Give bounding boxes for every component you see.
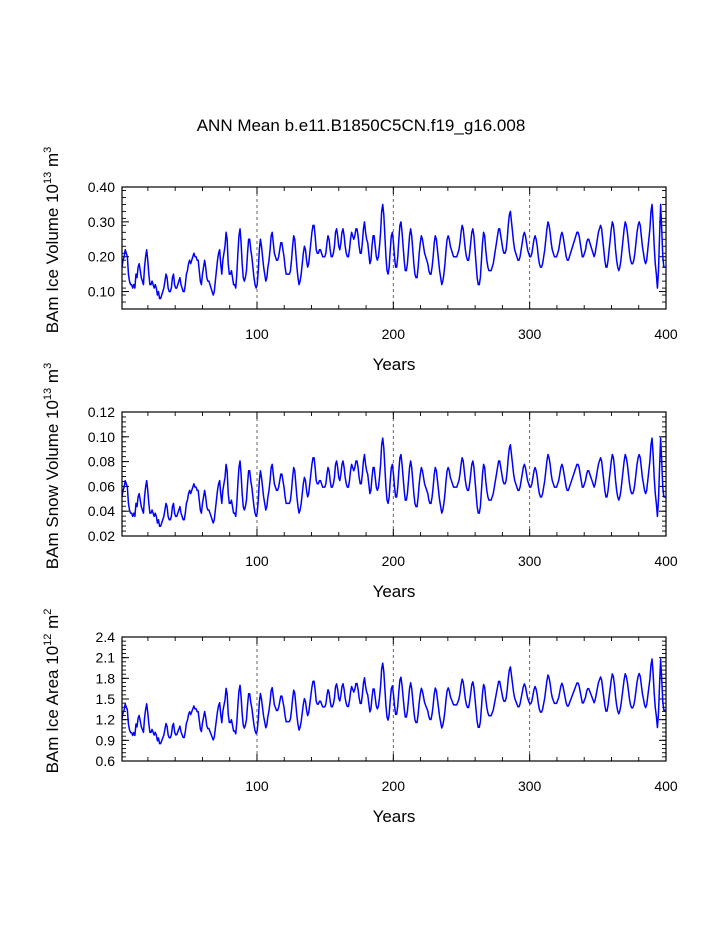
y-tick-label: 0.02 [88,528,115,544]
y-axis-label: BAm Snow Volume 1013 m3 [42,363,62,569]
x-tick-label: 400 [654,778,678,794]
y-tick-label: 0.9 [96,732,116,748]
x-tick-label: 400 [654,326,678,342]
y-tick-label: 0.04 [88,503,115,519]
y-tick-label: 0.10 [88,284,115,300]
y-tick-label: 0.20 [88,249,115,265]
series-line [121,437,666,527]
y-tick-label: 1.2 [96,712,116,728]
x-tick-label: 200 [382,326,406,342]
y-axis-label: BAm Ice Volume 1013 m3 [42,147,62,334]
plot-frame [121,186,667,310]
x-tick-label: 300 [518,326,542,342]
series-line [121,658,666,745]
chart-panel-2: 100 200 300 400 0.02 0.04 0.06 0.08 0.10 0.12 Year… [42,363,678,601]
y-tick-label: 0.06 [88,478,115,494]
x-tick-label: 200 [382,778,406,794]
y-tick-label: 0.30 [88,214,115,230]
figure-title: ANN Mean b.e11.B1850C5CN.f19_g16.008 [197,116,526,135]
x-axis-label: Years [373,582,416,601]
x-tick-label: 100 [245,326,269,342]
x-tick-label: 200 [382,553,406,569]
chart-panel-1: 100 200 300 400 0.10 0.20 0.30 0.40 Years BAm Ice… [42,147,678,374]
x-tick-label: 100 [245,553,269,569]
y-tick-label: 1.5 [96,691,116,707]
x-tick-label: 100 [245,778,269,794]
x-axis-label: Years [373,807,416,826]
y-tick-label: 0.10 [88,429,115,445]
y-tick-label: 2.1 [96,650,116,666]
y-tick-label: 0.08 [88,454,115,470]
y-tick-label: 0.6 [96,753,116,769]
y-tick-label: 0.40 [88,179,115,195]
chart-panel-3: 100 200 300 400 0.6 0.9 1.2 1.5 1.8 2.1 2.4 Years BA… [42,609,678,826]
x-tick-label: 300 [518,778,542,794]
x-axis-label: Years [373,355,416,374]
x-tick-label: 400 [654,553,678,569]
chart-panels: 100 200 300 400 0.10 0.20 0.30 0.40 Years BAm Ice… [42,147,678,826]
plot-frame [121,411,667,537]
y-tick-label: 1.8 [96,670,116,686]
series-line [121,203,666,300]
plot-frame [121,636,667,762]
y-axis-label: BAm Ice Area 1012 m2 [42,609,62,774]
x-tick-label: 300 [518,553,542,569]
y-tick-label: 0.12 [88,404,115,420]
y-tick-label: 2.4 [96,629,116,645]
